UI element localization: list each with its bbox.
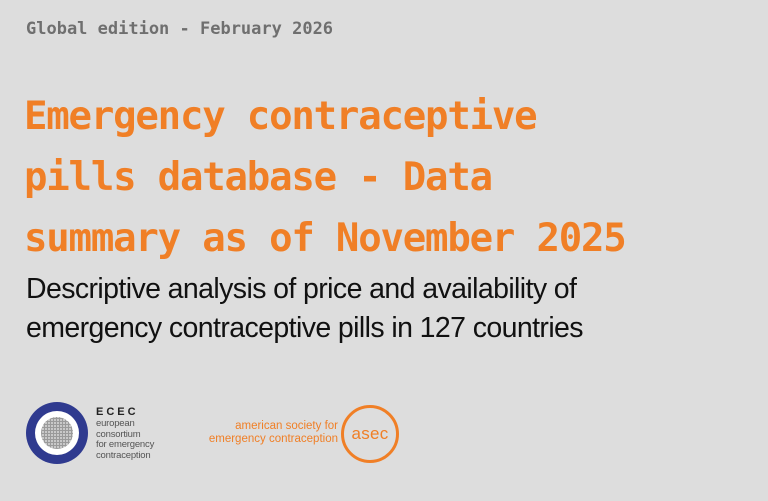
title-line-3: summary as of November 2025 xyxy=(24,216,627,261)
subtitle-line-1: Descriptive analysis of price and availa… xyxy=(26,273,577,305)
ecec-line: consortium xyxy=(96,428,141,440)
ecec-line: for emergency xyxy=(96,439,155,450)
ecec-line: contraception xyxy=(96,449,151,461)
asec-logo-text: american society for emergency contracep… xyxy=(209,420,338,446)
asec-abbr: asec xyxy=(351,424,389,443)
title-line-2: pills database - Data xyxy=(24,155,493,200)
ecec-line: european xyxy=(96,418,135,429)
page-title: Emergency contraceptive pills database -… xyxy=(24,86,764,269)
page-subtitle: Descriptive analysis of price and availa… xyxy=(26,270,766,348)
ecec-logo-icon xyxy=(26,402,88,464)
ecec-abbr: ECEC xyxy=(96,406,139,418)
asec-line: emergency contraception xyxy=(208,433,338,445)
edition-label: Global edition - February 2026 xyxy=(26,19,334,39)
ecec-logo-text: ECEC european consortium for emergency c… xyxy=(96,406,154,461)
asec-logo-icon: asec xyxy=(341,405,399,463)
subtitle-line-2: emergency contraceptive pills in 127 cou… xyxy=(26,312,584,344)
title-line-1: Emergency contraceptive xyxy=(24,94,538,139)
logos-row: ECEC european consortium for emergency c… xyxy=(0,380,768,501)
asec-line: american society for xyxy=(235,420,338,432)
